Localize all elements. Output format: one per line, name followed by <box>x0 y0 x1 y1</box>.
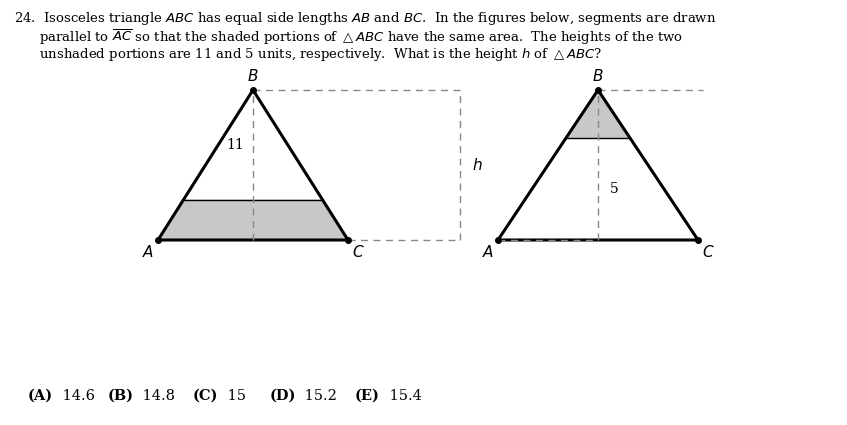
Text: parallel to $\overline{AC}$ so that the shaded portions of $\triangle ABC$ have : parallel to $\overline{AC}$ so that the … <box>14 28 684 47</box>
Text: $B$: $B$ <box>247 68 259 84</box>
Text: 15.4: 15.4 <box>385 389 422 403</box>
Text: 15.2: 15.2 <box>300 389 337 403</box>
Text: 14.6: 14.6 <box>58 389 95 403</box>
Text: $C$: $C$ <box>352 244 364 260</box>
Text: 15: 15 <box>223 389 246 403</box>
Polygon shape <box>566 90 630 138</box>
Text: $A$: $A$ <box>482 244 494 260</box>
Text: (C): (C) <box>193 389 219 403</box>
Polygon shape <box>158 199 348 240</box>
Text: unshaded portions are 11 and 5 units, respectively.  What is the height $h$ of $: unshaded portions are 11 and 5 units, re… <box>14 46 602 63</box>
Text: (E): (E) <box>355 389 379 403</box>
Text: $C$: $C$ <box>701 244 714 260</box>
Text: (B): (B) <box>108 389 134 403</box>
Text: (A): (A) <box>28 389 53 403</box>
Text: 11: 11 <box>226 138 244 152</box>
Text: 5: 5 <box>610 182 619 196</box>
Text: $B$: $B$ <box>592 68 604 84</box>
Text: 24.  Isosceles triangle $ABC$ has equal side lengths $AB$ and $BC$.  In the figu: 24. Isosceles triangle $ABC$ has equal s… <box>14 10 717 27</box>
Text: $A$: $A$ <box>142 244 154 260</box>
Text: (D): (D) <box>270 389 296 403</box>
Text: $h$: $h$ <box>472 157 483 173</box>
Text: 14.8: 14.8 <box>138 389 175 403</box>
